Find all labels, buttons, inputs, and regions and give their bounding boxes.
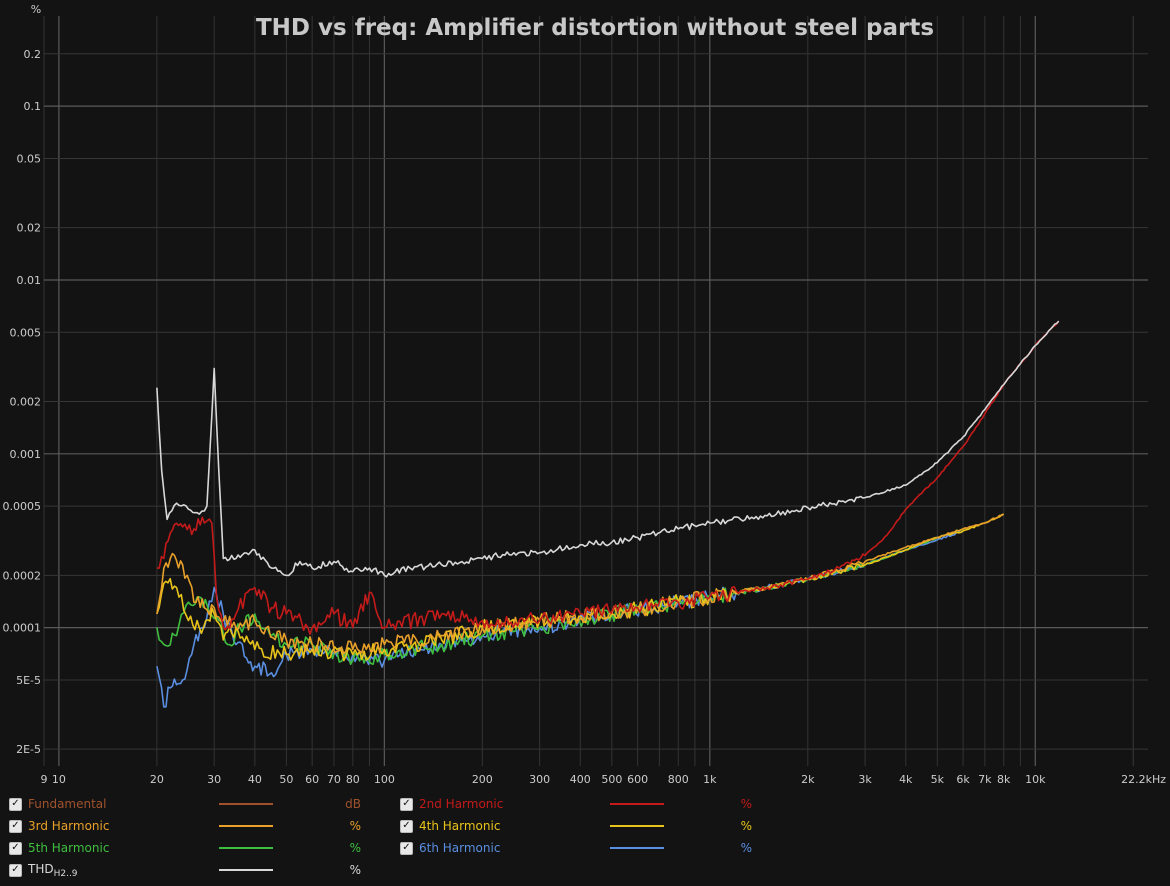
- y-tick-label: 0.002: [10, 395, 42, 408]
- x-tick-label: 10: [52, 773, 66, 786]
- x-tick-label: 400: [570, 773, 591, 786]
- series-line-4th-harmonic: [156, 513, 1004, 662]
- x-tick-label: 200: [472, 773, 493, 786]
- x-tick-label: 30: [207, 773, 221, 786]
- legend-label: Fundamental: [28, 797, 107, 811]
- y-tick-label: 0.0005: [3, 500, 42, 513]
- legend-label: 3rd Harmonic: [28, 819, 110, 833]
- legend-item: ✓ Fundamental dB: [9, 794, 389, 814]
- x-tick-label: 6k: [956, 773, 970, 786]
- series-lines: [156, 320, 1060, 708]
- y-tick-label: 0.0001: [3, 622, 42, 635]
- series-line-thd: [156, 320, 1060, 578]
- legend: ✓ Fundamental dB ✓ 2nd Harmonic% ✓ 3rd Harmoni…: [0, 792, 1170, 886]
- legend-item: ✓ 5th Harmonic%: [9, 838, 389, 858]
- x-tick-label: 3k: [858, 773, 872, 786]
- y-tick-label: 0.001: [10, 448, 42, 461]
- legend-swatch: [219, 869, 273, 871]
- series-line-2nd-harmonic: [156, 320, 1060, 635]
- y-tick-label: 0.005: [10, 326, 42, 339]
- y-tick-labels: 0.2 0.1 0.05 0.02 0.01 0.005 0.002 0.001 0.0005 0…: [3, 48, 42, 756]
- y-tick-label: 0.02: [17, 222, 42, 235]
- x-tick-label: 5k: [931, 773, 945, 786]
- legend-checkbox[interactable]: ✓: [400, 841, 413, 855]
- y-tick-label: 0.0002: [3, 569, 42, 582]
- x-tick-label: 8k: [997, 773, 1011, 786]
- x-tick-label: 10k: [1025, 773, 1046, 786]
- x-tick-label: 50: [279, 773, 293, 786]
- chart-background: [0, 0, 1170, 792]
- x-tick-label: 7k: [978, 773, 992, 786]
- x-tick-label: 1k: [703, 773, 717, 786]
- grid-lines: [43, 16, 1148, 766]
- x-tick-label: 600: [627, 773, 648, 786]
- legend-unit: %: [740, 819, 752, 833]
- y-axis-unit-label: %: [31, 3, 41, 16]
- legend-checkbox[interactable]: ✓: [9, 863, 22, 877]
- legend-item: ✓ 3rd Harmonic%: [9, 816, 389, 836]
- legend-checkbox[interactable]: ✓: [9, 797, 22, 811]
- legend-unit: %: [349, 863, 361, 877]
- legend-label: 6th Harmonic: [419, 841, 501, 855]
- x-tick-label: 4k: [899, 773, 913, 786]
- x-tick-label: 70: [327, 773, 341, 786]
- legend-checkbox[interactable]: ✓: [9, 819, 22, 833]
- legend-unit: %: [740, 797, 752, 811]
- y-tick-label: 0.1: [24, 100, 42, 113]
- legend-item: ✓ 6th Harmonic%: [400, 838, 780, 858]
- legend-swatch: [610, 803, 664, 805]
- legend-unit: dB: [345, 797, 361, 811]
- x-tick-label: 100: [374, 773, 395, 786]
- legend-label-subscript: H2..9: [53, 868, 78, 879]
- legend-swatch: [219, 803, 273, 805]
- x-tick-label: 9: [41, 773, 48, 786]
- legend-swatch: [219, 847, 273, 849]
- x-tick-label: 300: [529, 773, 550, 786]
- legend-swatch: [610, 847, 664, 849]
- legend-swatch: [610, 825, 664, 827]
- legend-label: 4th Harmonic: [419, 819, 501, 833]
- y-tick-label: 2E-5: [16, 743, 41, 756]
- legend-item: ✓ 2nd Harmonic%: [400, 794, 780, 814]
- legend-unit: %: [349, 841, 361, 855]
- x-tick-label: 22.2kHz: [1121, 773, 1166, 786]
- legend-label: 2nd Harmonic: [419, 797, 504, 811]
- legend-item: ✓ 4th Harmonic%: [400, 816, 780, 836]
- x-tick-label: 60: [305, 773, 319, 786]
- chart-title: THD vs freq: Amplifier distortion withou…: [256, 15, 934, 41]
- x-tick-label: 500: [601, 773, 622, 786]
- legend-swatch: [219, 825, 273, 827]
- x-tick-label: 20: [150, 773, 164, 786]
- y-tick-label: 0.05: [17, 152, 42, 165]
- legend-unit: %: [740, 841, 752, 855]
- legend-label: THDH2..9: [28, 861, 78, 879]
- x-tick-label: 80: [346, 773, 360, 786]
- legend-unit: %: [349, 819, 361, 833]
- series-line-3rd-harmonic: [156, 513, 1005, 655]
- y-tick-label: 0.01: [17, 274, 42, 287]
- legend-checkbox[interactable]: ✓: [9, 841, 22, 855]
- x-tick-label: 40: [248, 773, 262, 786]
- legend-checkbox[interactable]: ✓: [400, 797, 413, 811]
- legend-item: ✓ THDH2..9%: [9, 860, 389, 880]
- legend-checkbox[interactable]: ✓: [400, 819, 413, 833]
- y-tick-label: 5E-5: [16, 674, 41, 687]
- x-tick-label: 2k: [801, 773, 815, 786]
- x-tick-labels: 9 10 20 30 40 50 60 70 80 100 200 300 400 500 600 800 1k…: [41, 773, 1167, 786]
- chart-plot: 0.2 0.1 0.05 0.02 0.01 0.005 0.002 0.001 0.0005 0…: [0, 0, 1170, 792]
- x-tick-label: 800: [668, 773, 689, 786]
- legend-label: 5th Harmonic: [28, 841, 110, 855]
- y-tick-label: 0.2: [24, 48, 42, 61]
